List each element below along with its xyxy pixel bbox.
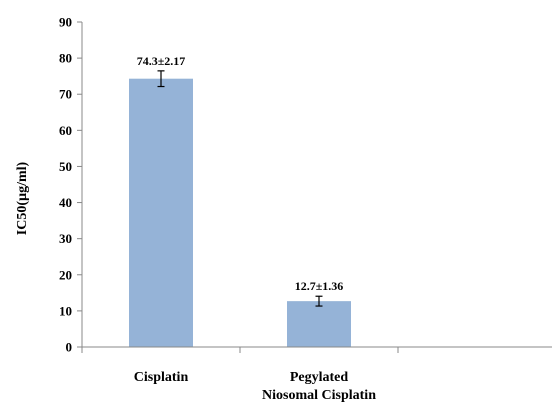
- y-tick-label: 20: [59, 267, 72, 282]
- y-tick-label: 50: [59, 159, 72, 174]
- bar: [129, 78, 193, 347]
- category-label: Cisplatin: [134, 370, 189, 385]
- y-axis-title: IC50(µg/ml): [15, 161, 30, 235]
- bar: [287, 301, 351, 347]
- data-labels: 74.3±2.17 12.7±1.36: [137, 54, 344, 293]
- y-tick-label: 80: [59, 51, 72, 66]
- x-axis: Cisplatin Pegylated Niosomal Cisplatin: [81, 346, 552, 403]
- y-tick-label: 90: [59, 15, 72, 30]
- y-tick-label: 70: [59, 87, 72, 102]
- y-tick-label: 0: [66, 340, 73, 355]
- category-label: Niosomal Cisplatin: [262, 388, 376, 403]
- category-label: Pegylated: [290, 370, 349, 385]
- bars: [129, 70, 351, 347]
- data-label: 74.3±2.17: [137, 54, 186, 68]
- y-axis: 0 10 20 30 40 50 60 70 80 90: [59, 15, 83, 355]
- y-tick-label: 60: [59, 123, 72, 138]
- y-tick-label: 10: [59, 303, 72, 318]
- y-tick-label: 40: [59, 195, 72, 210]
- y-tick-label: 30: [59, 231, 72, 246]
- data-label: 12.7±1.36: [295, 279, 344, 293]
